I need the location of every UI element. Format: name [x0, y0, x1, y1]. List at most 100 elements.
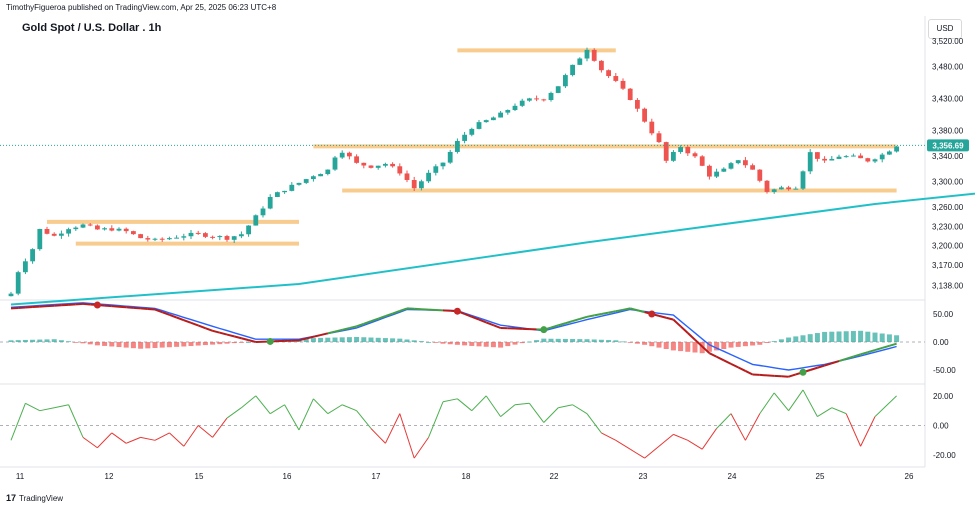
- candle-down: [347, 152, 352, 157]
- candle-down: [404, 173, 410, 181]
- macd-pane: [0, 301, 925, 378]
- candle-up: [447, 151, 453, 163]
- macd-histogram-bar: [555, 338, 561, 342]
- rsi-line-segment: [485, 395, 502, 417]
- rsi-line-segment: [528, 402, 545, 423]
- candle-up: [678, 147, 683, 152]
- rsi-line-segment: [10, 403, 26, 441]
- macd-histogram-bar: [894, 335, 900, 342]
- macd-histogram-bar: [368, 337, 374, 342]
- candle-down: [649, 121, 655, 134]
- candle-up: [807, 152, 813, 172]
- candle-down: [123, 228, 129, 232]
- candle-down: [786, 187, 791, 190]
- macd-histogram-bar: [670, 342, 676, 351]
- macd-line-segment: [140, 307, 148, 310]
- macd-histogram-bar: [462, 342, 468, 346]
- candle-up: [217, 236, 223, 238]
- macd-histogram-bar: [620, 341, 626, 343]
- rsi-line-segment: [457, 398, 473, 412]
- macd-histogram-bar: [390, 338, 396, 342]
- macd-histogram-bar: [476, 342, 482, 347]
- macd-cross-down-dot: [453, 307, 461, 315]
- macd-histogram-bar: [750, 342, 756, 346]
- macd-histogram-bar: [872, 332, 878, 342]
- macd-line-segment: [305, 335, 314, 340]
- candle-down: [743, 160, 748, 166]
- candle-up: [23, 261, 28, 273]
- macd-histogram-bar: [577, 339, 583, 342]
- tradingview-brand[interactable]: 17 TradingView: [6, 493, 63, 503]
- macd-line-segment: [485, 321, 494, 327]
- candle-down: [138, 234, 143, 239]
- time-tick-label: 25: [816, 472, 825, 481]
- candle-up: [505, 110, 511, 113]
- rsi-line-segment: [514, 402, 530, 406]
- macd-tick-label: 50.00: [933, 310, 954, 319]
- candle-up: [843, 156, 849, 158]
- rsi-line-segment: [673, 433, 688, 441]
- macd-line-segment: [788, 373, 797, 378]
- macd-histogram-bar: [483, 342, 489, 347]
- price-tick-label: 3,138.00: [932, 281, 964, 290]
- macd-histogram-bar: [332, 337, 338, 342]
- macd-histogram-bar: [584, 339, 590, 342]
- candle-down: [635, 99, 640, 109]
- chart-title: Gold Spot / U.S. Dollar . 1h: [22, 22, 162, 34]
- macd-histogram-bar: [166, 342, 172, 348]
- rsi-line-segment: [558, 404, 573, 409]
- macd-line-segment: [687, 332, 696, 341]
- macd-line-segment: [881, 344, 890, 349]
- candle-up: [887, 151, 892, 155]
- macd-histogram-bar: [339, 337, 345, 342]
- macd-histogram-bar: [354, 336, 360, 342]
- candle-up: [325, 169, 331, 175]
- candle-up: [383, 163, 388, 166]
- macd-histogram-bar: [181, 342, 187, 347]
- macd-cross-up-dot: [799, 368, 807, 376]
- macd-histogram-bar: [786, 337, 792, 342]
- candle-up: [462, 134, 467, 141]
- rsi-line-segment: [97, 432, 113, 449]
- macd-line-segment: [313, 334, 321, 338]
- macd-histogram-bar: [829, 331, 835, 342]
- macd-line-segment: [744, 370, 754, 376]
- rsi-line-segment: [82, 436, 98, 449]
- candle-up: [332, 157, 338, 170]
- macd-histogram-bar: [642, 342, 648, 345]
- candle-down: [224, 236, 230, 240]
- macd-histogram-bar: [109, 342, 115, 347]
- rsi-line-segment: [773, 392, 789, 411]
- macd-line-segment: [241, 337, 249, 342]
- macd-histogram-bar: [397, 338, 403, 342]
- candle-up: [275, 192, 280, 197]
- candle-up: [440, 162, 446, 167]
- price-tick-label: 3,520.00: [932, 37, 964, 46]
- macd-histogram-bar: [447, 342, 453, 345]
- macd-histogram-bar: [37, 339, 43, 342]
- last-price-label-bg: [927, 139, 969, 152]
- macd-histogram-bar: [210, 342, 216, 345]
- macd-line-segment: [672, 318, 682, 328]
- macd-line-segment: [629, 307, 638, 312]
- candle-up: [563, 75, 568, 87]
- macd-histogram-bar: [512, 342, 518, 345]
- candle-down: [750, 165, 755, 170]
- candle-down: [145, 238, 151, 240]
- macd-histogram-bar: [728, 342, 734, 348]
- time-tick-label: 26: [905, 472, 914, 481]
- macd-histogram-bar: [346, 337, 352, 342]
- price-tick-label: 3,170.00: [932, 261, 964, 270]
- rsi-line-segment: [298, 398, 314, 431]
- time-tick-label: 16: [283, 472, 292, 481]
- candle-up: [239, 234, 244, 237]
- candle-down: [599, 60, 604, 71]
- macd-line-segment: [399, 307, 408, 312]
- candle-down: [159, 238, 165, 240]
- macd-histogram-bar: [433, 342, 439, 343]
- candle-up: [231, 236, 237, 240]
- macd-histogram-bar: [548, 338, 554, 342]
- currency-button[interactable]: USD: [928, 19, 962, 39]
- macd-histogram-bar: [130, 342, 136, 349]
